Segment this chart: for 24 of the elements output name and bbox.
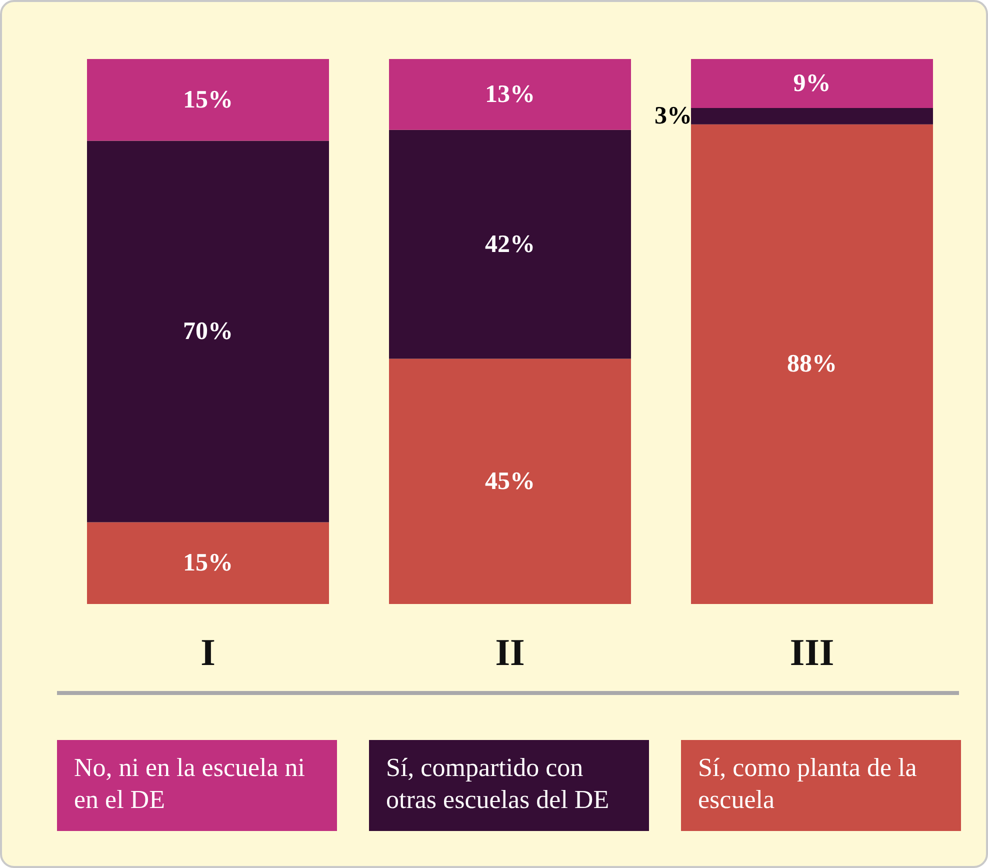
text: No, ni en la escuela ni en el DE: [57, 740, 337, 831]
bar: [389, 130, 631, 359]
x-tick-label: III: [790, 632, 834, 674]
data-label: 15%: [183, 86, 233, 114]
data-label: 15%: [183, 550, 233, 577]
bar: [87, 59, 329, 141]
bar: [87, 140, 329, 522]
data-label: 45%: [485, 468, 535, 495]
data-label: 70%: [183, 318, 233, 345]
data-label: 13%: [485, 80, 535, 108]
bar: [691, 108, 933, 124]
x-tick-label: I: [200, 632, 216, 674]
bar: [389, 59, 631, 130]
bar: [691, 124, 933, 604]
bar: [691, 59, 933, 108]
text: Sí, compartido con otras escuelas del DE: [369, 740, 649, 831]
x-tick-label: II: [495, 632, 525, 674]
text: Sí, como planta de la escuela: [681, 740, 961, 831]
data-label: 42%: [485, 230, 535, 258]
data-label: 88%: [787, 350, 837, 378]
bar: [389, 358, 631, 604]
bar: [87, 522, 329, 604]
data-label: 9%: [793, 70, 831, 98]
data-label: 3%: [654, 102, 692, 130]
